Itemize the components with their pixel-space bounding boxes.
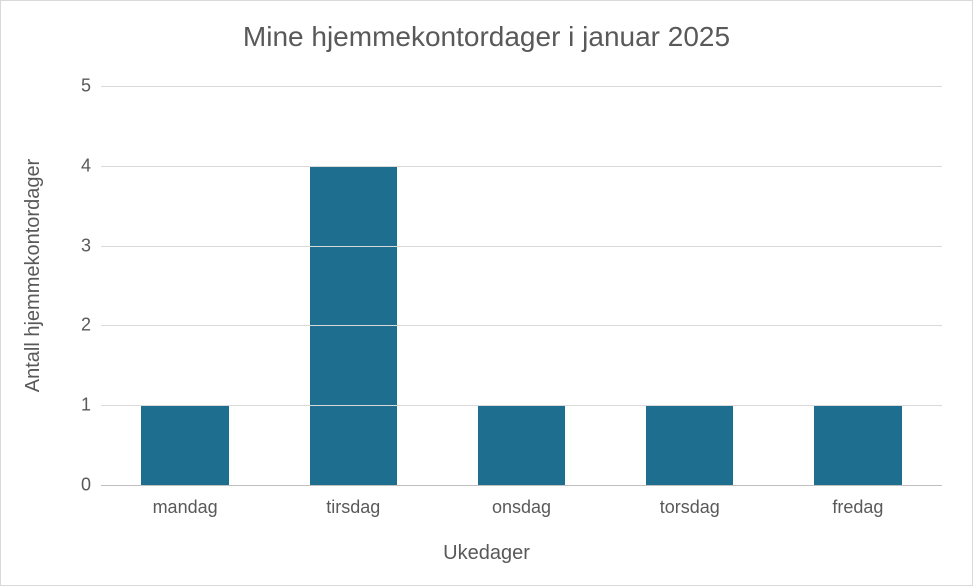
chart-frame: Mine hjemmekontordager i januar 2025 Ant…	[0, 0, 973, 586]
y-tick-label: 3	[81, 235, 91, 256]
bar	[814, 405, 901, 485]
y-tick-label: 4	[81, 155, 91, 176]
bar-slot: tirsdag	[269, 86, 437, 485]
y-tick-label: 1	[81, 395, 91, 416]
bar	[478, 405, 565, 485]
x-tick-label: fredag	[774, 497, 942, 518]
x-axis-line	[101, 485, 942, 486]
bar-slot: mandag	[101, 86, 269, 485]
x-tick-label: torsdag	[606, 497, 774, 518]
bar	[141, 405, 228, 485]
bar	[646, 405, 733, 485]
y-axis-label-wrap: Antall hjemmekontordager	[21, 86, 46, 465]
gridline	[101, 325, 942, 326]
bar-slot: fredag	[774, 86, 942, 485]
y-axis-label: Antall hjemmekontordager	[22, 159, 45, 392]
chart-title: Mine hjemmekontordager i januar 2025	[1, 21, 972, 53]
gridline	[101, 166, 942, 167]
x-axis-label: Ukedager	[1, 542, 972, 565]
y-tick-label: 2	[81, 315, 91, 336]
plot-area: mandagtirsdagonsdagtorsdagfredag 012345	[101, 86, 942, 485]
x-tick-label: mandag	[101, 497, 269, 518]
bar-slot: torsdag	[606, 86, 774, 485]
y-tick-label: 5	[81, 76, 91, 97]
x-tick-label: onsdag	[437, 497, 605, 518]
plot-container: mandagtirsdagonsdagtorsdagfredag 012345	[101, 86, 942, 485]
gridline	[101, 86, 942, 87]
bar-slot: onsdag	[437, 86, 605, 485]
bars-group: mandagtirsdagonsdagtorsdagfredag	[101, 86, 942, 485]
x-tick-label: tirsdag	[269, 497, 437, 518]
gridline	[101, 246, 942, 247]
gridline	[101, 405, 942, 406]
y-tick-label: 0	[81, 475, 91, 496]
